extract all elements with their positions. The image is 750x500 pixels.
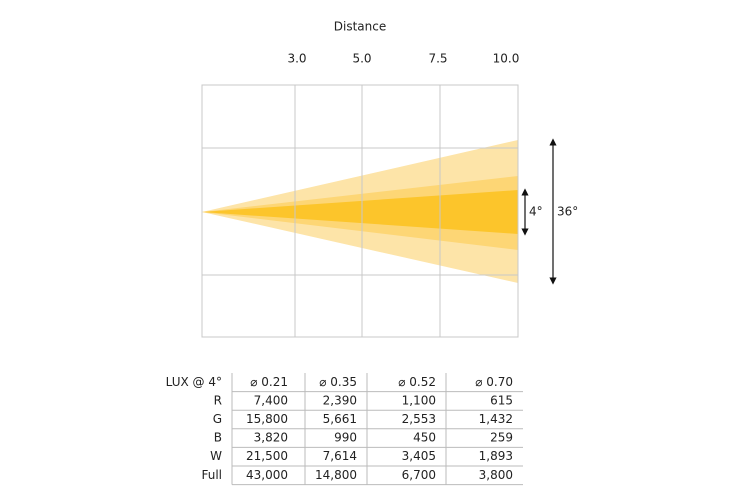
cell: 43,000 [246,468,288,482]
header-cell: ⌀ 0.21 [250,375,288,389]
header-cell: ⌀ 0.70 [475,375,513,389]
cell: 3,800 [479,468,513,482]
beam-label: 36° [557,205,578,219]
cell: 3,820 [254,431,288,445]
header-cell: ⌀ 0.52 [398,375,436,389]
grid [201,84,519,338]
cell: 15,800 [246,412,288,426]
cell: R [214,393,222,407]
cell: 1,100 [402,393,436,407]
cell: 6,700 [402,468,436,482]
distance-label: 5.0 [352,52,371,66]
cell: 615 [490,393,513,407]
cell: 2,553 [402,412,436,426]
cell: 1,432 [479,412,513,426]
cell: W [210,449,222,463]
cell: G [213,412,222,426]
cell: Full [201,468,222,482]
beam-label: 4° [529,205,543,219]
lux-table: LUX @ 4° ⌀ 0.21 ⌀ 0.35 ⌀ 0.52 ⌀ 0.70 R 7,400 2,… [166,373,523,486]
cell: 21,500 [246,449,288,463]
title: Distance [334,20,386,34]
cell: 14,800 [315,468,357,482]
cell: 450 [413,431,436,445]
distance-label: 3.0 [287,52,306,66]
distance-label: 10.0 [493,52,520,66]
cell: 5,661 [323,412,357,426]
header-cell: LUX @ 4° [166,375,222,389]
cell: 3,405 [402,449,436,463]
cell: 7,614 [323,449,357,463]
cell: 1,893 [479,449,513,463]
cell: 2,390 [323,393,357,407]
header-cell: ⌀ 0.35 [319,375,357,389]
distance-label: 7.5 [428,52,447,66]
cell: 7,400 [254,393,288,407]
cell: B [214,431,222,445]
cell: 990 [334,431,357,445]
cell: 259 [490,431,513,445]
beam [202,140,518,283]
